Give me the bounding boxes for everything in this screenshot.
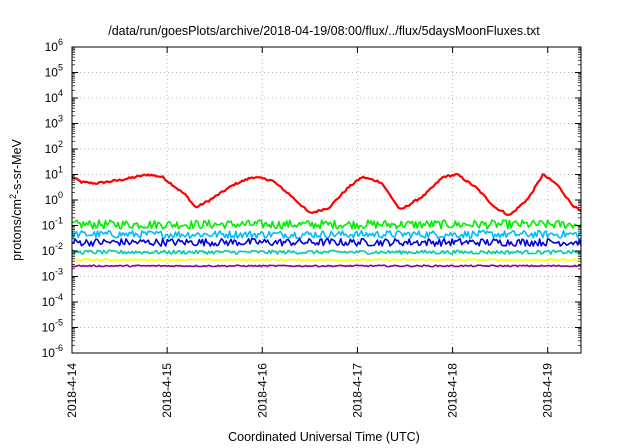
x-axis-title: Coordinated Universal Time (UTC) [228, 430, 420, 444]
series-line [71, 237, 582, 247]
y-tick-label: 104 [45, 88, 63, 105]
x-tick-label: 2018-4-14 [65, 363, 79, 418]
series-layer [71, 173, 582, 268]
y-tick-label: 102 [45, 139, 63, 156]
series-line [71, 264, 582, 268]
y-tick-label: 10-5 [42, 318, 63, 335]
x-tick-label: 2018-4-17 [350, 363, 364, 418]
chart-title: /data/run/goesPlots/archive/2018-04-19/0… [108, 24, 540, 38]
grid-lines [71, 47, 581, 353]
y-tick-labels: 10-6 10-5 10-4 10-3 10-2 10-1 100 101 102 103 104 1… [42, 37, 63, 360]
y-tick-label: 10-1 [42, 216, 63, 233]
series-line [71, 219, 582, 230]
x-tick-label: 2018-4-16 [255, 363, 269, 418]
y-tick-label: 105 [45, 63, 63, 80]
series-line [71, 249, 582, 255]
axis-ticks [71, 46, 581, 354]
y-tick-label: 101 [45, 165, 63, 182]
y-tick-label: 10-6 [42, 343, 63, 360]
y-axis-title: protons/cm2-s-sr-MeV [8, 138, 24, 260]
y-tick-label: 10-4 [42, 292, 63, 309]
x-tick-label: 2018-4-15 [160, 363, 174, 418]
series-line [71, 229, 582, 239]
x-tick-label: 2018-4-18 [446, 363, 460, 418]
series-line [71, 173, 582, 216]
x-tick-labels: 2018-4-14 2018-4-15 2018-4-16 2018-4-17 2018… [65, 363, 555, 418]
y-tick-label: 100 [45, 190, 63, 207]
y-tick-label: 103 [45, 114, 63, 131]
series-line [72, 258, 582, 262]
y-tick-label: 10-2 [42, 241, 63, 258]
x-tick-label: 2018-4-19 [541, 363, 555, 418]
y-tick-label: 106 [45, 37, 63, 54]
y-tick-label: 10-3 [42, 267, 63, 284]
